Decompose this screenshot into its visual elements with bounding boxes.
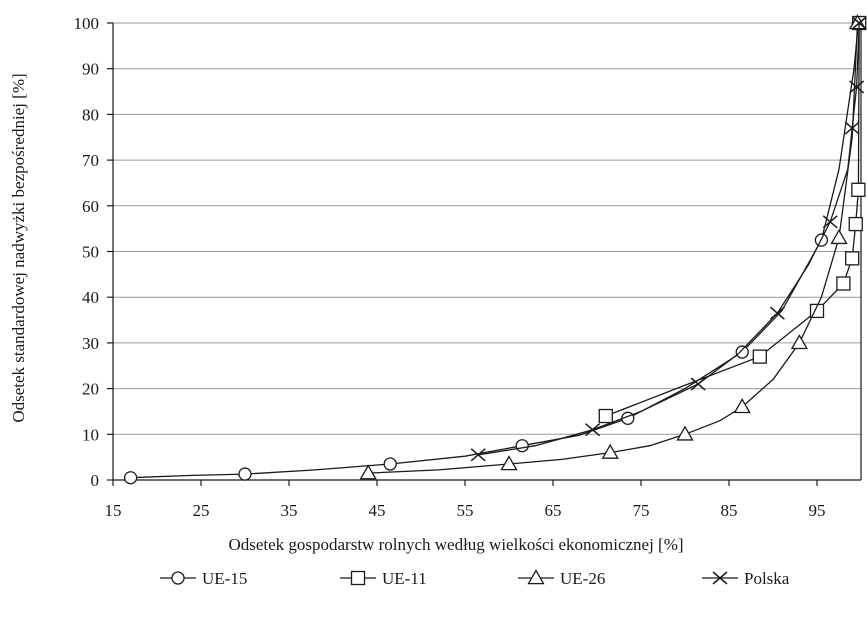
y-tick-label: 90 (82, 60, 99, 79)
x-tick-label: 55 (457, 501, 474, 520)
legend-label-polska: Polska (744, 569, 790, 588)
data-point-polska (849, 80, 865, 94)
legend-marker-ue-15 (171, 571, 185, 585)
legend-marker-polska (712, 571, 728, 585)
gridlines (113, 22, 861, 435)
x-tick-label: 45 (369, 501, 386, 520)
legend-label-ue-11: UE-11 (382, 569, 427, 588)
data-point-ue-15 (735, 345, 749, 359)
data-point-polska (851, 16, 867, 30)
data-point-ue-26 (830, 228, 848, 245)
legend-item-ue-11: UE-11 (340, 569, 427, 588)
data-point-ue-11 (836, 276, 851, 291)
data-point-polska (690, 377, 706, 391)
data-point-ue-11 (752, 349, 767, 364)
series-ue-11 (598, 15, 867, 424)
x-axis-title: Odsetek gospodarstw rolnych według wielk… (228, 535, 683, 554)
data-point-polska (822, 215, 838, 229)
series-line-ue-26 (368, 22, 859, 474)
axes (107, 22, 862, 486)
legend-marker-ue-26 (527, 569, 545, 585)
data-point-ue-26 (500, 455, 518, 471)
y-tick-label: 50 (82, 243, 99, 262)
y-tick-label: 70 (82, 151, 99, 170)
data-point-ue-26 (359, 464, 377, 480)
series-line-polska (478, 22, 860, 456)
x-tick-label: 95 (809, 501, 826, 520)
series-polska (470, 16, 867, 462)
series-line-ue-15 (130, 22, 860, 479)
x-tick-label: 75 (633, 501, 650, 520)
y-tick-label: 80 (82, 105, 99, 124)
y-tick-label: 30 (82, 334, 99, 353)
y-tick-label: 40 (82, 288, 99, 307)
data-point-ue-11 (598, 408, 613, 424)
data-point-ue-26 (733, 398, 751, 414)
x-tick-label: 25 (193, 501, 210, 520)
legend-label-ue-26: UE-26 (560, 569, 605, 588)
y-axis-tick-labels: 0 10 20 30 40 50 60 70 80 90 100 (74, 14, 100, 490)
data-point-ue-11 (848, 216, 863, 232)
data-point-ue-26 (676, 425, 694, 441)
data-point-ue-15 (515, 439, 529, 453)
data-point-polska (585, 423, 601, 437)
data-point-ue-15 (123, 471, 138, 485)
legend-label-ue-15: UE-15 (202, 569, 247, 588)
y-axis-title: Odsetek standardowej nadwyżki bezpośredn… (9, 73, 28, 422)
legend-marker-ue-11 (350, 570, 366, 586)
y-tick-label: 10 (82, 425, 99, 444)
series-group (123, 14, 867, 485)
legend-item-ue-26: UE-26 (518, 569, 605, 588)
legend: UE-15 UE-11 UE-26 Polska (160, 569, 790, 588)
y-tick-label: 60 (82, 197, 99, 216)
y-tick-label: 100 (74, 14, 100, 33)
y-tick-label: 20 (82, 380, 99, 399)
data-point-ue-15 (238, 467, 252, 481)
data-point-polska (769, 306, 785, 320)
data-point-ue-26 (790, 334, 809, 350)
data-point-polska (470, 448, 486, 462)
data-point-polska (844, 121, 860, 135)
x-tick-label: 65 (545, 501, 562, 520)
x-tick-label: 15 (105, 501, 122, 520)
data-point-ue-26 (601, 443, 619, 459)
legend-item-ue-15: UE-15 (160, 569, 247, 588)
data-point-ue-11 (851, 182, 866, 197)
x-axis-tick-labels: 15 25 35 45 55 65 75 85 95 (105, 501, 826, 520)
data-point-ue-11 (845, 251, 860, 266)
data-point-ue-15 (383, 457, 397, 471)
legend-item-polska: Polska (702, 569, 790, 588)
series-ue-15 (123, 16, 866, 485)
x-tick-label: 35 (281, 501, 298, 520)
x-tick-label: 85 (721, 501, 738, 520)
series-line-ue-11 (605, 22, 860, 417)
y-tick-label: 0 (91, 471, 100, 490)
